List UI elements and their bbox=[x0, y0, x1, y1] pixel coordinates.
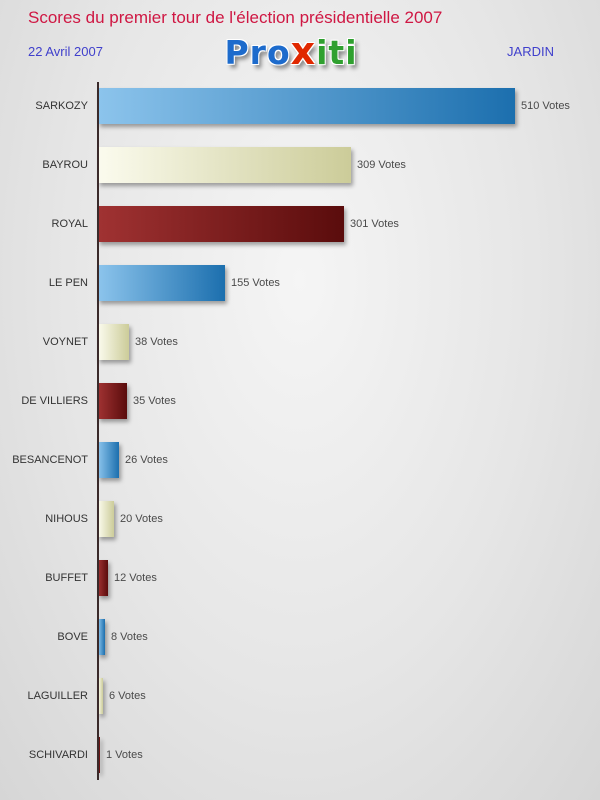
bar-area: 12 Votes bbox=[98, 559, 600, 596]
logo-part-x: x bbox=[290, 29, 317, 73]
bar bbox=[98, 205, 344, 242]
bar-area: 6 Votes bbox=[98, 677, 600, 714]
value-label: 155 Votes bbox=[231, 276, 280, 289]
bar bbox=[98, 677, 103, 714]
category-label: NIHOUS bbox=[45, 512, 88, 525]
chart-row: BUFFET 12 Votes bbox=[0, 548, 600, 607]
bar bbox=[98, 323, 129, 360]
category-label: ROYAL bbox=[51, 217, 88, 230]
value-label: 8 Votes bbox=[111, 630, 148, 643]
category-label: BUFFET bbox=[45, 571, 88, 584]
header: Scores du premier tour de l'élection pré… bbox=[0, 0, 600, 73]
bar-chart: SARKOZY 510 Votes BAYROU 309 Votes ROYAL 301 … bbox=[0, 76, 600, 784]
bar-area: 20 Votes bbox=[98, 500, 600, 537]
category-label: DE VILLIERS bbox=[21, 394, 88, 407]
value-label: 309 Votes bbox=[357, 158, 406, 171]
value-label: 1 Votes bbox=[106, 748, 143, 761]
bar bbox=[98, 264, 225, 301]
bar-area: 8 Votes bbox=[98, 618, 600, 655]
category-label: BESANCENOT bbox=[12, 453, 88, 466]
chart-row: VOYNET 38 Votes bbox=[0, 312, 600, 371]
chart-row: SCHIVARDI 1 Votes bbox=[0, 725, 600, 784]
category-label: LAGUILLER bbox=[27, 689, 88, 702]
logo-part-pro: Pro bbox=[224, 33, 291, 72]
value-label: 301 Votes bbox=[350, 217, 399, 230]
y-axis-line bbox=[97, 82, 99, 780]
value-label: 38 Votes bbox=[135, 335, 178, 348]
chart-rows: SARKOZY 510 Votes BAYROU 309 Votes ROYAL 301 … bbox=[0, 76, 600, 784]
bar bbox=[98, 382, 127, 419]
bar bbox=[98, 618, 105, 655]
bar bbox=[98, 559, 108, 596]
proxiti-logo: Proxiti bbox=[224, 29, 357, 73]
bar bbox=[98, 87, 515, 124]
category-label: LE PEN bbox=[48, 276, 88, 289]
category-label: SARKOZY bbox=[35, 99, 88, 112]
chart-row: BOVE 8 Votes bbox=[0, 607, 600, 666]
chart-row: NIHOUS 20 Votes bbox=[0, 489, 600, 548]
bar-area: 510 Votes bbox=[98, 87, 600, 124]
category-label: BOVE bbox=[57, 630, 88, 643]
bar bbox=[98, 736, 100, 773]
bar bbox=[98, 500, 114, 537]
value-label: 26 Votes bbox=[125, 453, 168, 466]
category-label: SCHIVARDI bbox=[28, 748, 88, 761]
value-label: 12 Votes bbox=[114, 571, 157, 584]
bar bbox=[98, 441, 119, 478]
chart-row: DE VILLIERS 35 Votes bbox=[0, 371, 600, 430]
bar-area: 309 Votes bbox=[98, 146, 600, 183]
header-subrow: 22 Avril 2007 Proxiti JARDIN bbox=[28, 29, 572, 73]
bar-area: 35 Votes bbox=[98, 382, 600, 419]
chart-row: LAGUILLER 6 Votes bbox=[0, 666, 600, 725]
bar-area: 301 Votes bbox=[98, 205, 600, 242]
bar-area: 26 Votes bbox=[98, 441, 600, 478]
bar-area: 38 Votes bbox=[98, 323, 600, 360]
logo-part-iti: iti bbox=[316, 33, 358, 72]
chart-row: LE PEN 155 Votes bbox=[0, 253, 600, 312]
bar-area: 1 Votes bbox=[98, 736, 600, 773]
page-title: Scores du premier tour de l'élection pré… bbox=[28, 8, 443, 27]
chart-row: ROYAL 301 Votes bbox=[0, 194, 600, 253]
category-label: BAYROU bbox=[42, 158, 88, 171]
bar-area: 155 Votes bbox=[98, 264, 600, 301]
date-label: 22 Avril 2007 bbox=[28, 43, 103, 59]
value-label: 6 Votes bbox=[109, 689, 146, 702]
value-label: 510 Votes bbox=[521, 99, 570, 112]
chart-row: BAYROU 309 Votes bbox=[0, 135, 600, 194]
category-label: VOYNET bbox=[42, 335, 88, 348]
location-label: JARDIN bbox=[507, 43, 554, 59]
chart-row: BESANCENOT 26 Votes bbox=[0, 430, 600, 489]
chart-row: SARKOZY 510 Votes bbox=[0, 76, 600, 135]
value-label: 35 Votes bbox=[133, 394, 176, 407]
bar bbox=[98, 146, 351, 183]
value-label: 20 Votes bbox=[120, 512, 163, 525]
